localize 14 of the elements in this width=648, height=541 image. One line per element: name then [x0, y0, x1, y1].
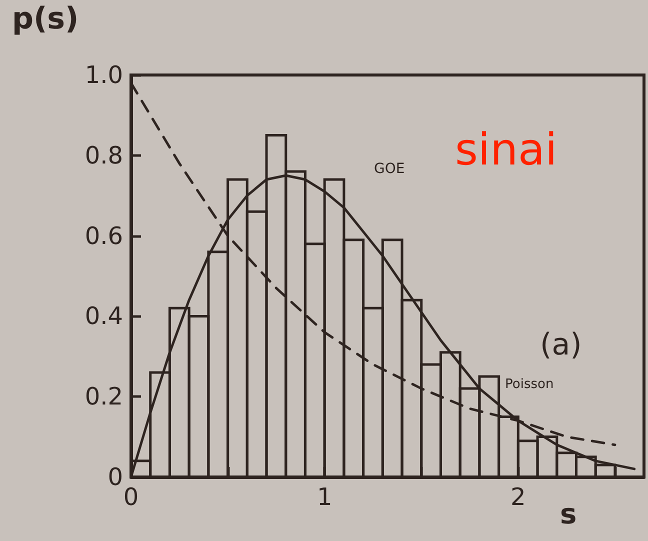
annotation: GOE [374, 161, 405, 177]
y-axis-title: p(s) [12, 2, 79, 36]
annotation: (a) [540, 328, 582, 362]
annotation: sinai [455, 124, 558, 176]
y-tick-label: 0.2 [84, 382, 123, 411]
y-tick-label: 0.4 [84, 302, 123, 330]
y-tick-label: 0.6 [84, 222, 123, 250]
x-tick-label: 1 [316, 483, 332, 511]
y-tick-label: 0 [108, 463, 123, 491]
annotation: Poisson [505, 377, 554, 392]
x-tick-label: 2 [510, 483, 526, 511]
y-tick-label: 1.0 [84, 61, 123, 89]
y-tick-label: 0.8 [84, 141, 123, 170]
x-axis-title: s [560, 498, 577, 530]
